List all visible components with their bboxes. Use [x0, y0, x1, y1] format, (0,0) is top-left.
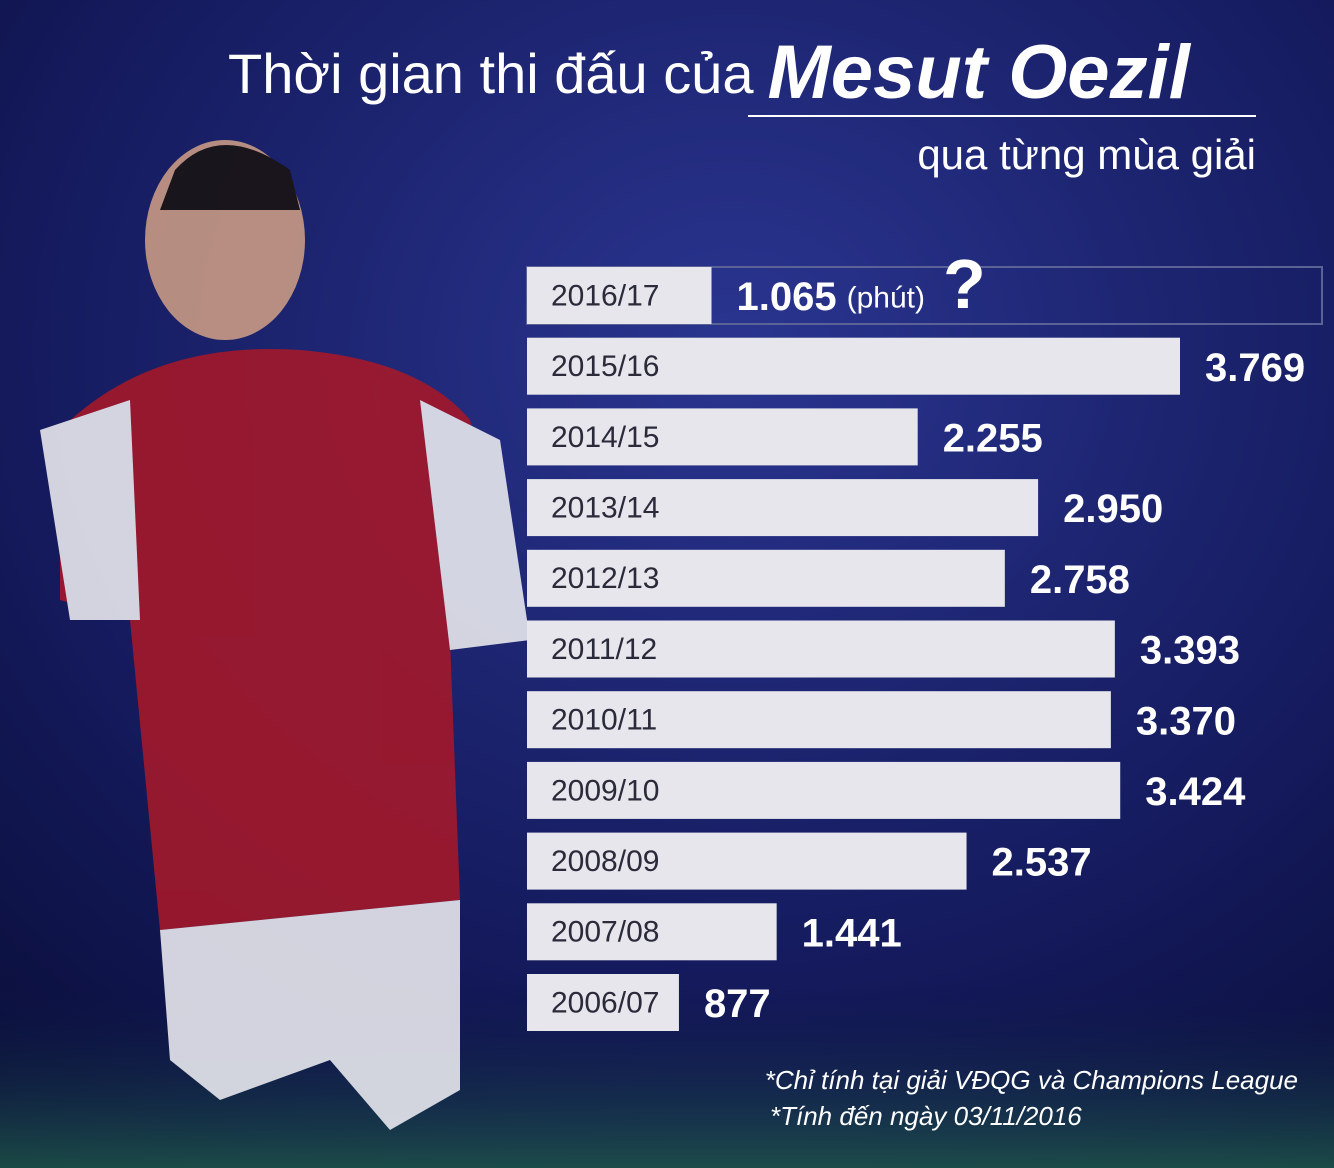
- value-label: 3.370: [1136, 699, 1236, 743]
- value-label: 1.065: [737, 275, 837, 319]
- subtitle: qua từng mùa giải: [917, 131, 1256, 178]
- value-label: 3.393: [1140, 629, 1240, 673]
- annotation: ?: [943, 245, 986, 323]
- bar: [527, 691, 1111, 749]
- bar: [527, 549, 1005, 607]
- category-label: 2014/15: [551, 421, 659, 454]
- bar: [527, 408, 918, 466]
- value-label: 2.255: [943, 416, 1043, 460]
- category-label: 2009/10: [551, 774, 659, 807]
- title-main: Thời gian thi đấu của: [228, 42, 754, 105]
- value-label: 2.537: [992, 841, 1092, 885]
- bar: [527, 903, 777, 961]
- category-label: 2015/16: [551, 350, 659, 383]
- category-label: 2006/07: [551, 986, 659, 1019]
- value-label: 2.950: [1063, 487, 1163, 531]
- category-label: 2011/12: [551, 633, 657, 666]
- bar: [527, 620, 1115, 678]
- value-label: 1.441: [802, 911, 902, 955]
- category-label: 2013/14: [551, 492, 659, 525]
- title-name: Mesut Oezil: [768, 30, 1192, 115]
- category-label: 2012/13: [551, 562, 659, 595]
- bar: [527, 479, 1039, 537]
- value-label: 3.769: [1205, 346, 1305, 390]
- category-label: 2008/09: [551, 845, 659, 878]
- player-figure: [40, 140, 530, 1130]
- value-label: 3.424: [1145, 770, 1246, 814]
- bar: [527, 974, 679, 1031]
- bar: [527, 267, 712, 324]
- bar: [527, 337, 1180, 395]
- bar: [527, 761, 1121, 819]
- unit-label: (phút): [847, 281, 925, 314]
- value-label: 2.758: [1030, 558, 1130, 602]
- footnote: *Chỉ tính tại giải VĐQG và Champions Lea…: [765, 1065, 1298, 1095]
- category-label: 2016/17: [551, 279, 659, 312]
- category-label: 2007/08: [551, 916, 659, 949]
- title: Thời gian thi đấu của Mesut Oezil: [228, 30, 1192, 115]
- value-label: 877: [704, 982, 771, 1026]
- category-label: 2010/11: [551, 704, 657, 737]
- bar: [527, 832, 967, 890]
- footnote: *Tính đến ngày 03/11/2016: [770, 1101, 1082, 1131]
